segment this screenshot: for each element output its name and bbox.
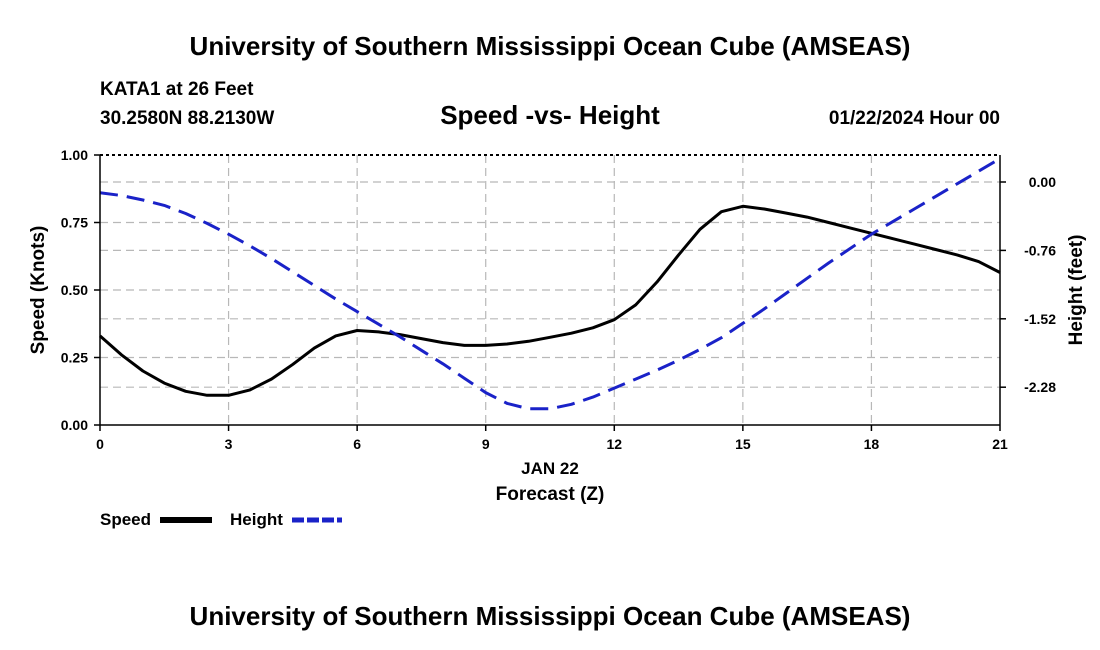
x-axis-label: Forecast (Z) xyxy=(496,484,605,505)
x-tick-label: 15 xyxy=(735,436,751,452)
x-tick-label: 12 xyxy=(606,436,622,452)
axes: 0 3 6 9 12 15 18 21 0.00 0.25 0.50 0.75 1.00 -2.28 -1.… xyxy=(61,147,1056,452)
y-axis-label: Speed (Knots) xyxy=(28,226,49,355)
x-date-label: JAN 22 xyxy=(521,459,579,478)
y2-axis-label: Height (feet) xyxy=(1066,235,1087,346)
x-tick-label: 18 xyxy=(864,436,880,452)
x-tick-label: 0 xyxy=(96,436,104,452)
x-tick-label: 3 xyxy=(225,436,233,452)
series-line-speed xyxy=(99,204,1001,397)
y2-tick-label: 0.00 xyxy=(1029,174,1056,190)
y2-tick-label: -2.28 xyxy=(1024,379,1056,395)
y-tick-label: 0.00 xyxy=(61,417,88,433)
legend-label-height: Height xyxy=(230,510,283,529)
y2-tick-label: -0.76 xyxy=(1024,242,1056,258)
legend-label-speed: Speed xyxy=(100,510,151,529)
y-tick-label: 0.50 xyxy=(61,282,88,298)
station-label: KATA1 at 26 Feet xyxy=(100,79,254,100)
footer-title: University of Southern Mississippi Ocean… xyxy=(190,601,911,631)
x-tick-label: 9 xyxy=(482,436,490,452)
legend: Speed Height xyxy=(100,510,342,529)
grid xyxy=(100,155,1000,425)
y2-tick-label: -1.52 xyxy=(1024,311,1056,327)
y-tick-label: 1.00 xyxy=(61,147,88,163)
page-title: University of Southern Mississippi Ocean… xyxy=(190,31,911,61)
series-line-height xyxy=(99,157,1001,411)
forecast-date-label: 01/22/2024 Hour 00 xyxy=(829,108,1000,129)
series-layer xyxy=(99,157,1001,411)
y-tick-label: 0.25 xyxy=(61,350,88,366)
y-tick-label: 0.75 xyxy=(61,215,88,231)
x-tick-label: 21 xyxy=(992,436,1008,452)
coordinates-label: 30.2580N 88.2130W xyxy=(100,108,274,129)
x-tick-label: 6 xyxy=(353,436,361,452)
chart-title: Speed -vs- Height xyxy=(440,100,660,130)
